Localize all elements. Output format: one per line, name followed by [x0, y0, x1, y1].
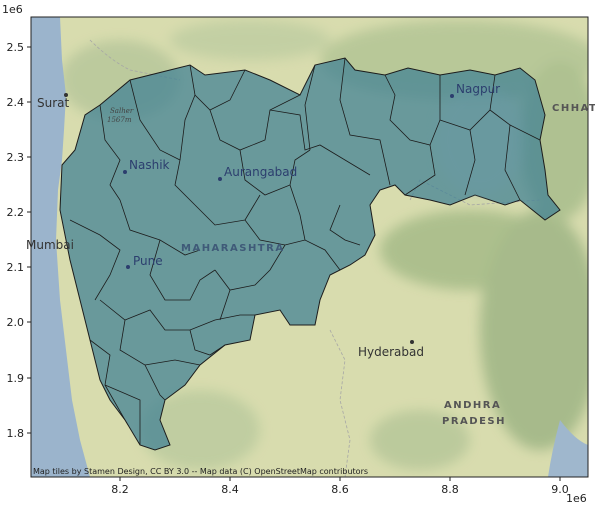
label-chhattisgarh: CHHAT: [552, 103, 595, 114]
label-aurangabad: Aurangabad: [224, 165, 297, 179]
y-tick-label: 2.5: [7, 41, 25, 54]
attribution-text: Map tiles by Stamen Design, CC BY 3.0 --…: [33, 467, 368, 476]
y-tick-label: 2.2: [7, 206, 25, 219]
label-mumbai: Mumbai: [26, 238, 74, 252]
x-tick-label: 9.0: [551, 483, 569, 496]
map-labels: Surat Salher 1567m Nashik Aurangabad Nag…: [26, 82, 595, 476]
label-nagpur: Nagpur: [456, 82, 500, 96]
city-dot-surat: [64, 93, 68, 97]
axes-frame: [30, 16, 589, 478]
label-hyderabad: Hyderabad: [358, 345, 424, 359]
sea-east: [548, 420, 588, 477]
label-pradesh: PRADESH: [442, 416, 506, 427]
y-tick-label: 1.9: [7, 372, 25, 385]
city-dot-aurangabad: [218, 177, 222, 181]
city-dot-nashik: [123, 170, 127, 174]
label-salher-elevation: 1567m: [107, 116, 132, 124]
city-dot-pune: [126, 265, 130, 269]
label-pune: Pune: [133, 254, 163, 268]
x-tick-label: 8.4: [221, 483, 239, 496]
label-surat: Surat: [37, 96, 70, 110]
city-dot-nagpur: [450, 94, 454, 98]
label-salher: Salher: [110, 107, 134, 115]
district-borders: [69, 57, 541, 445]
y-axis: 1e6 2.5 2.4 2.3 2.2 2.1 2.0 1.9 1.8: [2, 3, 31, 440]
label-maharashtra: MAHARASHTRA: [181, 243, 285, 254]
map-area[interactable]: [31, 17, 595, 477]
label-andhra: ANDHRA: [444, 400, 501, 411]
y-tick-label: 2.1: [7, 261, 25, 274]
y-tick-label: 2.4: [7, 96, 25, 109]
x-tick-label: 8.6: [331, 483, 349, 496]
city-dot-hyderabad: [410, 340, 414, 344]
x-axis: 1e6 8.2 8.4 8.6 8.8 9.0: [111, 477, 587, 505]
x-tick-label: 8.2: [111, 483, 129, 496]
nagpur-shading: [435, 85, 525, 195]
y-tick-label: 2.0: [7, 316, 25, 329]
sea-arabian: [31, 17, 90, 477]
y-axis-exponent: 1e6: [2, 3, 23, 16]
x-tick-label: 8.8: [441, 483, 459, 496]
y-tick-label: 1.8: [7, 427, 25, 440]
x-axis-exponent: 1e6: [566, 492, 587, 505]
y-tick-label: 2.3: [7, 151, 25, 164]
maharashtra-state[interactable]: [59, 57, 561, 451]
label-nashik: Nashik: [129, 158, 170, 172]
